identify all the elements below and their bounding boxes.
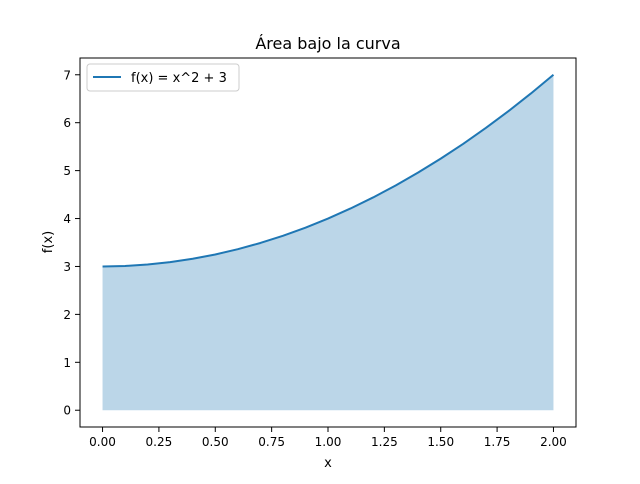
x-tick-label: 1.25 <box>371 435 398 449</box>
legend-box <box>86 63 240 92</box>
y-tick-label: 7 <box>63 68 71 82</box>
legend: f(x) = x^2 + 3 <box>86 63 240 92</box>
x-axis-ticks: 0.00 0.25 0.50 0.75 1.00 1.25 1.50 1.75 2.00 <box>89 427 567 449</box>
y-tick-label: 3 <box>63 260 71 274</box>
line-layer <box>102 74 555 268</box>
y-tick-label: 0 <box>63 404 71 418</box>
x-tick-label: 0.50 <box>202 435 229 449</box>
series-line <box>102 74 555 268</box>
y-axis-ticks: 0 1 2 3 4 5 6 7 <box>63 68 80 418</box>
legend-entry-label: f(x) = x^2 + 3 <box>131 71 227 86</box>
x-axis-label: x <box>324 456 332 471</box>
x-tick-label: 0.75 <box>258 435 285 449</box>
area-fill <box>102 74 554 411</box>
y-tick-label: 5 <box>63 164 71 178</box>
y-tick-label: 4 <box>63 212 71 226</box>
chart-title: Área bajo la curva <box>255 34 400 53</box>
y-axis-label: f(x) <box>41 231 56 253</box>
x-tick-label: 0.00 <box>89 435 116 449</box>
x-tick-label: 0.25 <box>146 435 173 449</box>
fill-layer <box>102 74 554 411</box>
x-tick-label: 2.00 <box>540 435 567 449</box>
x-tick-label: 1.75 <box>484 435 511 449</box>
y-tick-label: 1 <box>63 356 71 370</box>
y-tick-label: 2 <box>63 308 71 322</box>
x-tick-label: 1.00 <box>315 435 342 449</box>
x-tick-label: 1.50 <box>427 435 454 449</box>
y-tick-label: 6 <box>63 116 71 130</box>
